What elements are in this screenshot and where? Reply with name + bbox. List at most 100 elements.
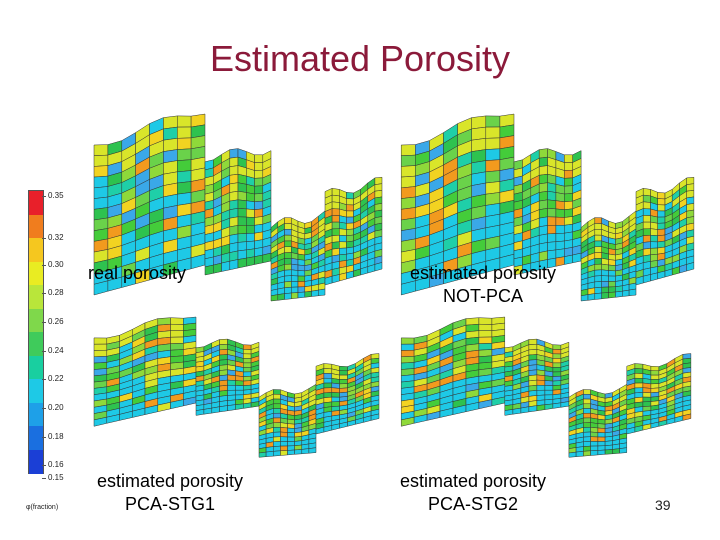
grid-cell — [331, 401, 340, 407]
grid-cell — [657, 210, 666, 218]
grid-cell — [284, 234, 292, 242]
colorbar-tick-mark — [42, 379, 46, 380]
grid-cell — [590, 431, 599, 438]
grid-cell — [221, 260, 231, 272]
colorbar-tick-label: 0.26 — [48, 317, 64, 326]
grid-cell — [235, 403, 244, 410]
grid-cell — [229, 182, 239, 193]
grid-cell — [547, 190, 557, 201]
grid-cell — [594, 286, 602, 294]
grid-cell — [323, 363, 333, 370]
grid-cell — [323, 387, 333, 394]
grid-cell — [254, 185, 264, 195]
grid-cell — [650, 374, 660, 380]
reservoir-model-image — [400, 316, 692, 458]
grid-cell — [229, 199, 239, 210]
grid-cell — [254, 254, 264, 265]
caption-line: real porosity — [88, 263, 187, 283]
grid-cell — [608, 259, 616, 266]
grid-cell — [280, 431, 288, 438]
grid-cell — [552, 367, 562, 373]
grid-cell — [297, 259, 306, 266]
grid-cell — [634, 368, 644, 374]
grid-cell — [246, 208, 255, 218]
grid-cell — [254, 200, 264, 210]
colorbar-tick-label: 0.16 — [48, 460, 64, 469]
colorbar-segment — [29, 379, 43, 403]
grid-cell — [246, 240, 255, 251]
grid-cell — [308, 447, 317, 454]
grid-cell — [297, 275, 306, 282]
grid-cell — [280, 436, 288, 442]
grid-cell — [177, 126, 192, 139]
grid-cell — [642, 215, 651, 223]
grid-cell — [583, 398, 591, 405]
grid-cell — [246, 192, 255, 203]
grid-cell — [270, 294, 279, 302]
grid-cell — [331, 387, 340, 394]
grid-cell — [170, 323, 184, 331]
grid-cell — [229, 156, 239, 167]
grid-cell — [219, 359, 228, 366]
grid-cell — [634, 382, 644, 389]
colorbar-segment — [29, 449, 43, 474]
grid-cell — [297, 281, 306, 288]
grid-cell — [580, 294, 589, 302]
grid-cell — [601, 281, 609, 288]
grid-cell — [291, 286, 299, 294]
grid-cell — [583, 403, 591, 409]
grid-cell — [485, 148, 501, 161]
grid-cell — [597, 432, 606, 438]
grid-cell — [485, 170, 501, 184]
grid-cell — [284, 240, 292, 248]
grid-cell — [583, 412, 591, 419]
grid-cell — [235, 389, 244, 396]
grid-cell — [622, 289, 630, 297]
grid-cell — [301, 448, 310, 455]
grid-cell — [615, 290, 623, 298]
grid-cell — [204, 264, 214, 276]
grid-cell — [650, 383, 660, 389]
panel-pca-stg2 — [392, 310, 697, 465]
grid-cell — [400, 154, 416, 167]
grid-cell — [642, 241, 651, 250]
grid-cell — [594, 263, 602, 271]
grid-cell — [163, 115, 178, 130]
grid-cell — [536, 379, 546, 386]
grid-cell — [594, 240, 602, 248]
colorbar-tick-mark — [42, 408, 46, 409]
grid-cell — [590, 427, 599, 433]
grid-cell — [642, 387, 652, 394]
grid-cell — [346, 204, 354, 212]
grid-cell — [619, 447, 628, 454]
reservoir-model-image — [400, 113, 695, 302]
grid-cell — [339, 247, 347, 256]
grid-cell — [471, 126, 487, 141]
grid-cell — [93, 337, 108, 345]
grid-cell — [583, 408, 591, 414]
grid-cell — [339, 272, 347, 282]
grid-cell — [229, 190, 239, 202]
grid-cell — [657, 192, 666, 200]
grid-cell — [339, 228, 347, 236]
grid-cell — [465, 317, 480, 326]
grid-cell — [213, 262, 222, 274]
grid-cell — [273, 427, 281, 433]
grid-cell — [564, 193, 573, 203]
grid-cell — [400, 356, 415, 364]
grid-cell — [568, 451, 577, 458]
grid-cell — [93, 144, 109, 156]
grid-cell — [594, 234, 602, 242]
grid-cell — [254, 169, 264, 179]
reservoir-model-image — [93, 316, 380, 458]
grid-cell — [560, 401, 570, 408]
grid-cell — [93, 356, 108, 364]
grid-cell — [284, 263, 292, 271]
grid-cell — [686, 190, 695, 199]
colorbar-tick-mark — [42, 322, 46, 323]
grid-cell — [650, 272, 658, 282]
grid-cell — [339, 379, 348, 385]
grid-cell — [227, 394, 236, 401]
grid-cell — [331, 208, 340, 216]
grid-cell — [400, 175, 416, 189]
